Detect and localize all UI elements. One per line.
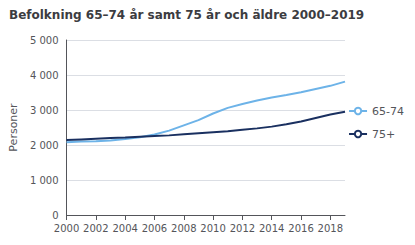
- svg-text:1 000: 1 000: [30, 175, 59, 186]
- svg-text:2004: 2004: [112, 223, 137, 234]
- svg-text:Personer: Personer: [7, 103, 20, 152]
- svg-text:2002: 2002: [83, 223, 108, 234]
- svg-text:2 000: 2 000: [30, 140, 59, 151]
- svg-text:2018: 2018: [318, 223, 343, 234]
- svg-text:65-74: 65-74: [372, 105, 404, 118]
- svg-text:2006: 2006: [142, 223, 167, 234]
- svg-text:Befolkning 65–74 år samt 75 år: Befolkning 65–74 år samt 75 år och äldre…: [9, 8, 364, 22]
- svg-text:2016: 2016: [288, 223, 313, 234]
- svg-text:0: 0: [52, 210, 58, 221]
- svg-text:2010: 2010: [200, 223, 225, 234]
- svg-text:5 000: 5 000: [30, 35, 59, 46]
- svg-text:75+: 75+: [372, 128, 395, 141]
- svg-text:2014: 2014: [259, 223, 284, 234]
- svg-text:2012: 2012: [230, 223, 255, 234]
- svg-text:2008: 2008: [171, 223, 196, 234]
- svg-text:3 000: 3 000: [30, 105, 59, 116]
- svg-text:2000: 2000: [54, 223, 79, 234]
- svg-text:4 000: 4 000: [30, 70, 59, 81]
